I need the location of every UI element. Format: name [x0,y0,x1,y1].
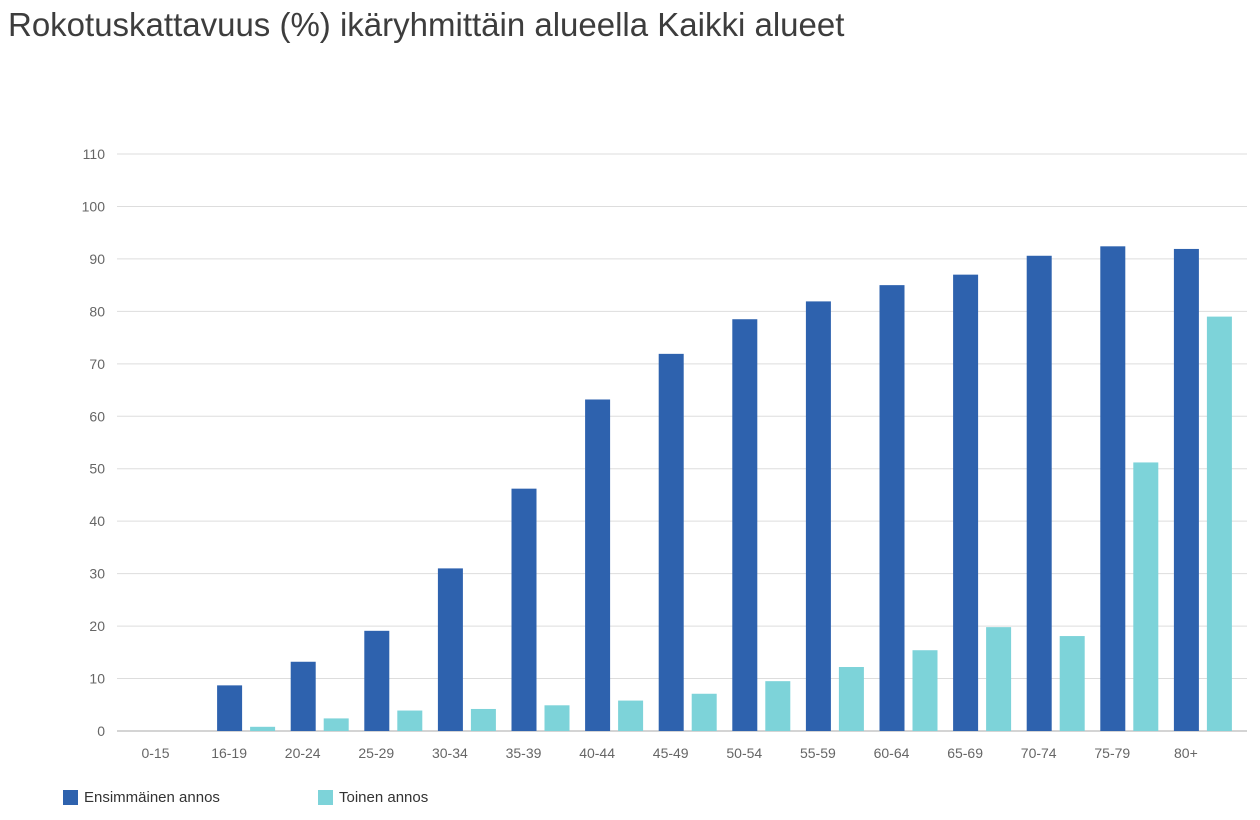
y-tick-label: 10 [89,671,105,687]
x-tick-label: 50-54 [726,745,762,761]
bar-first-dose[interactable] [879,285,905,731]
bar-first-dose[interactable] [585,399,611,731]
x-tick-label: 45-49 [653,745,689,761]
chart-title: Rokotuskattavuus (%) ikäryhmittäin aluee… [8,6,845,43]
x-tick-label: 75-79 [1094,745,1130,761]
x-tick-label: 60-64 [874,745,910,761]
y-tick-label: 0 [97,723,105,739]
bar-second-dose[interactable] [470,708,496,731]
bar-first-dose[interactable] [290,661,316,731]
bar-first-dose[interactable] [953,274,979,731]
bar-first-dose[interactable] [805,301,831,731]
x-tick-label: 20-24 [285,745,321,761]
x-tick-label: 0-15 [141,745,169,761]
legend-swatch-first-dose [63,790,78,805]
x-tick-label: 35-39 [506,745,542,761]
x-tick-label: 25-29 [358,745,394,761]
bar-first-dose[interactable] [217,685,243,731]
y-tick-label: 60 [89,408,105,424]
bar-second-dose[interactable] [618,700,644,731]
bar-second-dose[interactable] [765,681,791,731]
bar-second-dose[interactable] [838,667,864,731]
bar-first-dose[interactable] [1173,248,1199,731]
bar-first-dose[interactable] [511,488,537,731]
bar-second-dose[interactable] [912,650,938,731]
y-tick-label: 90 [89,251,105,267]
bar-second-dose[interactable] [691,693,717,731]
x-tick-label: 70-74 [1021,745,1057,761]
x-tick-label: 16-19 [211,745,247,761]
bars [217,246,1232,731]
bar-second-dose[interactable] [986,627,1012,731]
y-tick-label: 100 [82,198,106,214]
bar-first-dose[interactable] [732,319,758,731]
y-tick-label: 70 [89,356,105,372]
bar-second-dose[interactable] [397,710,423,731]
legend-label-second-dose: Toinen annos [339,789,429,806]
bar-second-dose[interactable] [1206,316,1232,731]
bar-first-dose[interactable] [437,568,463,731]
y-tick-label: 40 [89,513,105,529]
legend-item-first-dose[interactable]: Ensimmäinen annos [63,789,220,806]
x-tick-label: 40-44 [579,745,615,761]
bar-second-dose[interactable] [1133,462,1159,731]
legend-label-first-dose: Ensimmäinen annos [84,789,220,806]
x-tick-label: 55-59 [800,745,836,761]
bar-second-dose[interactable] [1059,636,1085,731]
x-tick-label: 65-69 [947,745,983,761]
x-tick-label: 80+ [1174,745,1198,761]
bar-first-dose[interactable] [1026,255,1052,731]
x-axis-ticks: 0-15 16-19 20-24 25-29 30-34 35-39 40-44 45-49 5… [141,745,1197,761]
y-tick-label: 30 [89,566,105,582]
bar-second-dose[interactable] [544,705,570,731]
bar-first-dose[interactable] [658,353,684,731]
bar-second-dose[interactable] [250,726,276,731]
bar-first-dose[interactable] [1100,246,1126,731]
x-tick-label: 30-34 [432,745,468,761]
legend-swatch-second-dose [318,790,333,805]
legend-item-second-dose[interactable]: Toinen annos [318,789,428,806]
y-axis-ticks: 0 10 20 30 40 50 60 70 80 90 100 110 [82,146,106,739]
y-tick-label: 50 [89,461,105,477]
bar-second-dose[interactable] [323,718,349,731]
y-tick-label: 110 [83,146,106,162]
bar-first-dose[interactable] [364,630,390,731]
y-tick-label: 20 [89,618,105,634]
y-tick-label: 80 [89,303,105,319]
